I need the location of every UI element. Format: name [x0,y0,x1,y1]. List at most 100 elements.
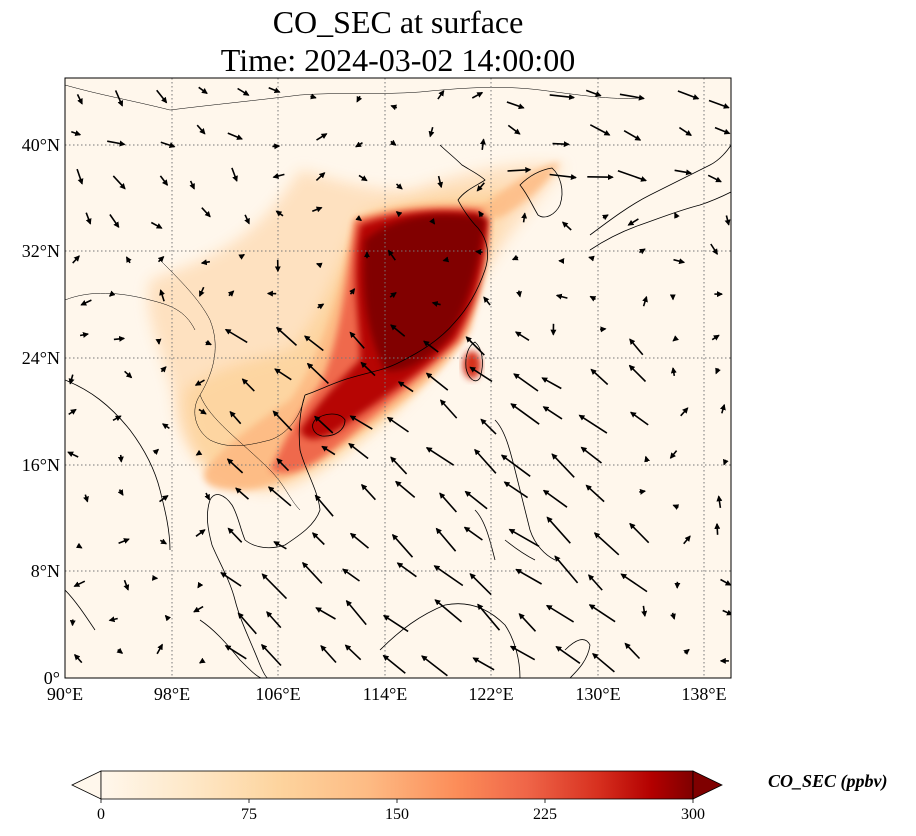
lon-tick-label: 130°E [575,684,621,704]
wind-arrow [669,450,678,459]
philippines-outline [494,419,556,561]
wind-arrow [439,399,458,419]
wind-arrow [273,541,287,550]
wind-arrow [588,604,616,623]
wind-arrow [672,504,680,510]
wind-arrow [431,301,441,307]
wind-arrow [585,484,605,503]
wind-arrow [316,133,328,141]
wind-arrow [516,290,522,298]
wind-arrow [714,522,721,535]
wind-arrow [348,442,369,460]
wind-arrow [509,645,536,661]
wind-arrow [345,600,367,626]
wind-arrow [356,95,363,103]
wind-arrow [159,538,168,545]
wind-arrow [68,408,77,416]
wind-arrow [360,361,376,377]
wind-arrow [421,655,448,677]
wind-arrow [549,173,577,180]
wind-arrow [464,490,488,510]
wind-arrow [272,410,293,431]
colorbar-gradient [100,770,694,800]
wind-arrow [515,568,542,585]
hainan-outline [312,413,346,437]
wind-arrow [382,614,409,633]
wind-arrow [434,599,463,623]
wind-arrow [83,494,89,503]
wind-arrow [425,447,455,466]
wind-arrow [195,449,203,456]
lat-tick-label: 0° [43,668,60,688]
wind-arrow [79,331,89,338]
wind-arrow [428,126,435,138]
wind-arrow [241,378,255,392]
wind-arrow [435,527,457,552]
wind-arrow [80,299,92,306]
wind-arrow [314,415,334,434]
wind-arrow [593,532,620,556]
colorbar [71,770,723,803]
wind-arrow [670,612,676,620]
korea-coastline [519,167,563,218]
wind-arrow [157,255,165,263]
wind-arrow [551,453,575,478]
wind-arrow [226,458,244,474]
map-subtitle-time: Time: 2024-03-02 14:00:00 [220,42,576,78]
wind-arrow [465,336,485,356]
wind-arrow [629,411,649,426]
wind-arrow [108,290,116,297]
wind-arrow [429,217,436,225]
lon-tick-label: 114°E [362,684,408,704]
wind-arrow [469,573,492,596]
wind-arrow [224,645,247,660]
wind-arrow [204,492,211,501]
wind-arrow [642,295,648,307]
wind-arrow [112,415,122,422]
wind-arrow [619,93,645,101]
wind-arrow [710,243,718,255]
wind-arrow [395,480,416,499]
wind-arrow [114,90,124,107]
wind-arrow [198,86,208,95]
wind-arrow [391,533,414,558]
wind-arrow [629,522,650,544]
wind-arrow [475,249,483,256]
colorbar-tick-label: 75 [241,806,257,823]
wind-arrow [197,581,204,589]
wind-arrow [711,334,720,341]
lon-tick-label: 138°E [681,684,727,704]
map-title: CO_SEC at surface [272,4,524,40]
map-frame [64,77,732,679]
wind-arrow [503,481,529,499]
colorbar-tick-label: 0 [97,806,105,823]
wind-arrow [589,295,597,302]
wind-arrow [118,538,130,544]
wind-arrow [198,286,205,297]
wind-arrow [116,647,124,654]
wind-arrow [561,221,572,231]
wind-arrow [639,488,646,495]
wind-arrow [716,495,723,509]
wind-arrow [514,331,530,341]
wind-arrow [156,89,168,104]
wind-arrow [231,167,238,182]
wind-arrow [274,368,292,381]
wind-arrow [220,572,242,587]
wind-arrow [545,604,575,623]
lon-tick-label: 106°E [255,684,301,704]
myanmar-coastline [65,379,171,551]
wind-arrow [592,653,615,673]
wind-arrow [238,253,246,260]
wind-arrow [508,528,540,547]
wind-arrow [722,609,731,616]
wind-arrow [227,132,243,140]
wind-arrow [113,335,126,342]
wind-arrow [589,124,611,136]
wind-arrow [227,527,243,543]
wind-arrow [469,366,493,383]
wind-arrow [425,372,449,391]
wind-arrow [321,445,336,456]
wind-arrow [483,296,491,306]
wind-arrow [109,214,120,229]
